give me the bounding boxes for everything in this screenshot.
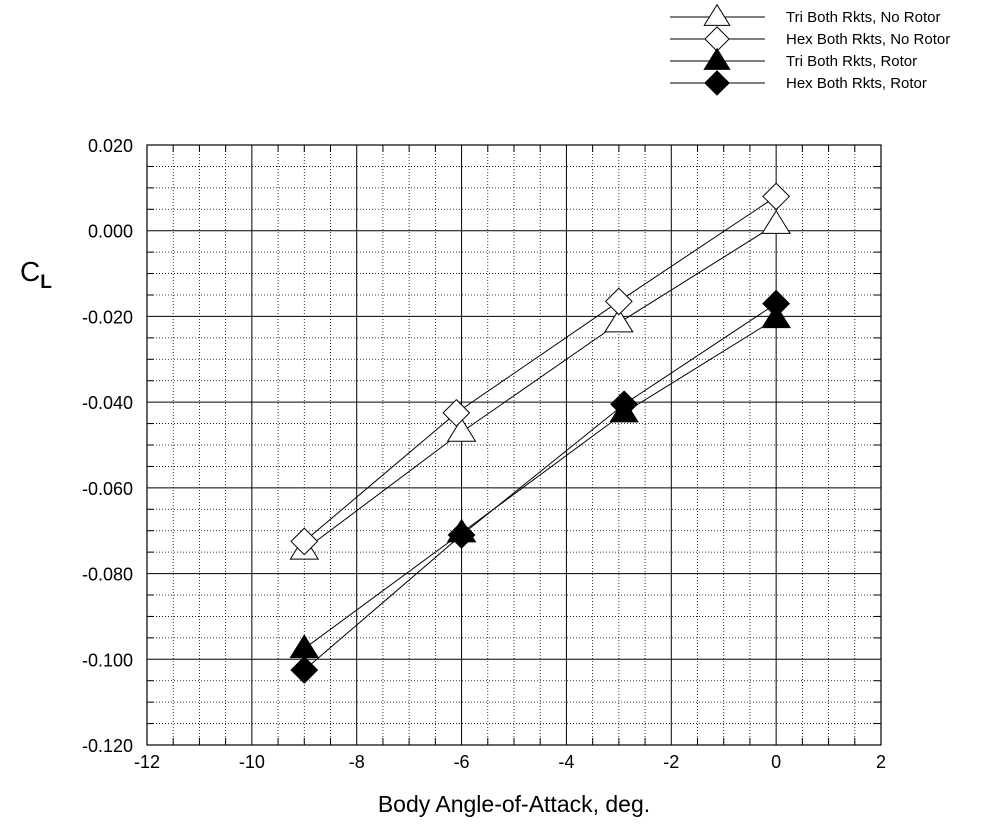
- x-tick-label: -2: [663, 752, 679, 772]
- series-4: [290, 289, 791, 684]
- open-diamond-marker: [604, 287, 633, 316]
- open-triangle-marker: [604, 308, 634, 333]
- legend-label: Tri Both Rkts, No Rotor: [786, 9, 940, 26]
- major-grid: [147, 145, 881, 745]
- series-line: [303, 303, 777, 671]
- filled-diamond-marker: [447, 521, 476, 549]
- y-tick-label: -0.120: [82, 736, 133, 756]
- series-2: [290, 182, 791, 556]
- y-tick-label: 0.020: [88, 136, 133, 156]
- open-diamond-marker: [290, 527, 319, 556]
- y-axis-label: CL: [20, 256, 52, 293]
- y-tick-label: -0.100: [82, 650, 133, 670]
- open-diamond-marker: [762, 182, 791, 211]
- series-1: [289, 209, 791, 560]
- legend: Tri Both Rkts, No Rotor Hex Both Rkts, No…: [670, 3, 950, 96]
- legend-item: Tri Both Rkts, Rotor: [670, 47, 917, 70]
- minor-grid: [147, 145, 881, 745]
- legend-label: Hex Both Rkts, Rotor: [786, 75, 927, 92]
- x-tick-labels: -12 -10 -8 -6 -4 -2 0 2: [134, 752, 886, 772]
- legend-item: Hex Both Rkts, No Rotor: [670, 26, 950, 52]
- x-tick-label: 0: [771, 752, 781, 772]
- y-tick-label: -0.060: [82, 479, 133, 499]
- y-tick-label: 0.000: [88, 222, 133, 242]
- x-tick-label: -6: [454, 752, 470, 772]
- legend-label: Tri Both Rkts, Rotor: [786, 53, 917, 70]
- legend-label: Hex Both Rkts, No Rotor: [786, 31, 950, 48]
- filled-diamond-marker: [704, 70, 730, 96]
- x-axis-label: Body Angle-of-Attack, deg.: [378, 791, 650, 817]
- x-tick-label: -4: [558, 752, 574, 772]
- x-tick-label: -12: [134, 752, 160, 772]
- open-triangle-marker: [761, 209, 791, 234]
- y-tick-label: -0.080: [82, 565, 133, 585]
- filled-diamond-marker: [762, 289, 791, 318]
- y-tick-labels: 0.020 0.000 -0.020 -0.040 -0.060 -0.080 -0.100…: [82, 136, 133, 756]
- filled-diamond-marker: [610, 390, 639, 419]
- x-tick-label: 2: [876, 752, 886, 772]
- y-tick-label: -0.040: [82, 393, 133, 413]
- x-tick-label: -10: [239, 752, 265, 772]
- open-diamond-marker: [442, 398, 471, 427]
- axis-ticks: [147, 145, 881, 745]
- open-triangle-marker: [446, 417, 477, 442]
- filled-diamond-marker: [290, 656, 319, 684]
- y-tick-label: -0.020: [82, 307, 133, 327]
- series-line: [303, 223, 777, 551]
- series-line: [303, 196, 777, 542]
- series-line: [303, 318, 777, 649]
- filled-triangle-marker: [289, 634, 320, 659]
- legend-item: Hex Both Rkts, Rotor: [670, 70, 927, 96]
- y-axis-label-main: C: [20, 256, 40, 287]
- x-tick-label: -8: [349, 752, 365, 772]
- open-triangle-marker: [703, 3, 731, 26]
- legend-item: Tri Both Rkts, No Rotor: [670, 3, 940, 26]
- y-axis-label-subscript: L: [40, 272, 52, 293]
- filled-triangle-marker: [703, 47, 731, 70]
- open-diamond-marker: [704, 26, 730, 52]
- series-layer: [289, 182, 791, 684]
- plot-frame: [146, 144, 882, 746]
